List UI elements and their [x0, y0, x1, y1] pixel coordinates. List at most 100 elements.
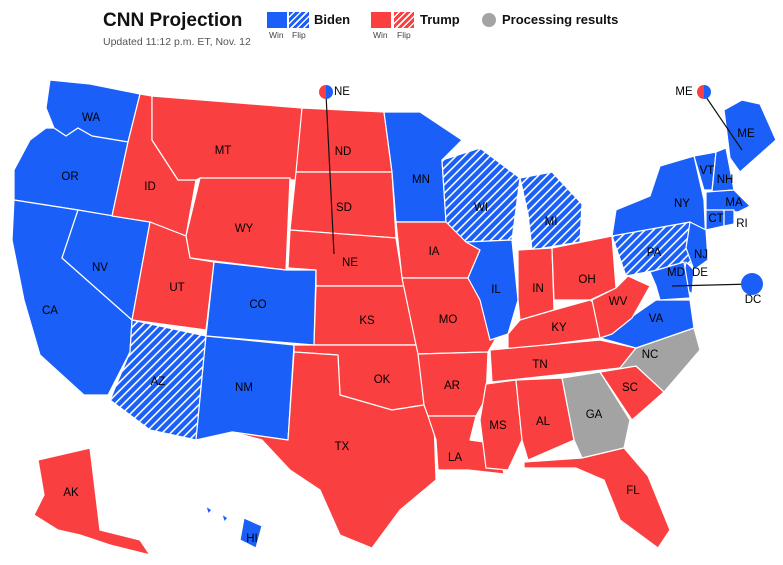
biden-label: Biden — [314, 12, 351, 27]
label-AZ: AZ — [151, 376, 166, 388]
label-HI: HI — [246, 533, 258, 545]
label-CO: CO — [249, 299, 266, 311]
label-WV: WV — [609, 296, 628, 308]
label-LA: LA — [448, 452, 462, 464]
label-TX: TX — [335, 441, 350, 453]
label-ME-split: ME — [675, 86, 693, 98]
label-NE-split: NE — [334, 86, 350, 98]
biden-flip-swatch — [289, 12, 309, 28]
label-MA: MA — [725, 197, 743, 209]
label-IN: IN — [532, 283, 544, 295]
label-MD: MD — [667, 267, 685, 279]
label-TN: TN — [532, 359, 547, 371]
state-RI[interactable] — [723, 209, 735, 227]
updated-timestamp: Updated 11:12 p.m. ET, Nov. 12 — [103, 36, 251, 48]
label-GA: GA — [586, 409, 603, 421]
label-MO: MO — [439, 314, 458, 326]
state-NY[interactable] — [611, 155, 707, 247]
label-IA: IA — [429, 246, 440, 258]
label-ME: ME — [737, 128, 755, 140]
label-OR: OR — [61, 171, 78, 183]
trump-label: Trump — [420, 12, 460, 27]
label-WA: WA — [82, 112, 100, 124]
label-DE: DE — [692, 267, 708, 279]
label-KY: KY — [551, 322, 567, 334]
label-NM: NM — [235, 382, 253, 394]
state-AL[interactable] — [515, 377, 575, 461]
biden-win-swatch — [267, 12, 287, 28]
trump-win-swatch — [371, 12, 391, 28]
state-FL[interactable] — [523, 447, 671, 549]
label-NJ: NJ — [694, 249, 708, 261]
state-MD[interactable] — [649, 261, 691, 301]
trump-win-label: Win — [373, 30, 388, 40]
label-PA: PA — [647, 247, 662, 259]
state-WV[interactable] — [591, 275, 651, 339]
map-title: CNN Projection — [103, 10, 243, 31]
label-NV: NV — [92, 262, 108, 274]
label-VA: VA — [649, 313, 664, 325]
label-AL: AL — [536, 416, 551, 428]
me-callout-line — [703, 93, 743, 151]
trump-flip-label: Flip — [397, 30, 411, 40]
dc-callout-line — [671, 283, 753, 287]
state-labels: WA OR CA NV ID MT WY UT CO AZ NM ND SD N… — [42, 86, 761, 545]
label-KS: KS — [359, 315, 375, 327]
state-ME[interactable] — [723, 99, 777, 173]
label-AR: AR — [444, 380, 460, 392]
state-OH[interactable] — [551, 235, 617, 301]
state-MT[interactable] — [151, 95, 303, 181]
lower-48-states — [11, 79, 777, 549]
label-MI: MI — [545, 216, 558, 228]
label-WY: WY — [235, 223, 254, 235]
state-MI[interactable] — [519, 171, 583, 251]
label-ID: ID — [144, 181, 156, 193]
label-OH: OH — [578, 274, 595, 286]
me-split-marker[interactable] — [697, 85, 711, 99]
biden-win-label: Win — [269, 30, 284, 40]
label-SC: SC — [622, 382, 638, 394]
processing-label: Processing results — [502, 12, 619, 27]
label-IL: IL — [491, 284, 501, 296]
label-ND: ND — [335, 146, 352, 158]
state-HI-small-2[interactable] — [205, 505, 213, 515]
label-FL: FL — [626, 485, 640, 497]
label-NH: NH — [717, 174, 734, 186]
label-AK: AK — [63, 487, 79, 499]
label-NE: NE — [342, 257, 358, 269]
state-IL[interactable] — [465, 239, 519, 341]
dc-marker[interactable] — [741, 273, 763, 295]
state-HI-small-1[interactable] — [221, 513, 229, 523]
state-NJ[interactable] — [685, 221, 709, 271]
processing-swatch — [482, 13, 496, 27]
state-MA[interactable] — [705, 189, 751, 213]
state-ND[interactable] — [295, 107, 393, 173]
split-markers — [319, 85, 763, 295]
callout-lines — [325, 93, 753, 287]
label-MT: MT — [215, 145, 232, 157]
label-MS: MS — [489, 420, 507, 432]
label-VT: VT — [700, 165, 715, 177]
ne-split-marker[interactable] — [319, 85, 333, 99]
label-DC: DC — [745, 294, 762, 306]
trump-flip-swatch — [394, 12, 414, 28]
label-MN: MN — [412, 174, 430, 186]
label-NY: NY — [674, 198, 690, 210]
state-WI[interactable] — [441, 147, 521, 243]
alaska-hawaii — [33, 447, 263, 556]
label-NC: NC — [642, 349, 659, 361]
ne-callout-line — [325, 93, 335, 255]
label-WI: WI — [474, 202, 488, 214]
biden-flip-label: Flip — [292, 30, 306, 40]
label-RI: RI — [736, 218, 748, 230]
label-OK: OK — [374, 374, 391, 386]
label-SD: SD — [336, 202, 352, 214]
label-CA: CA — [42, 305, 58, 317]
label-UT: UT — [169, 282, 184, 294]
state-WY[interactable] — [185, 177, 291, 271]
state-HI[interactable] — [239, 517, 263, 549]
state-TX[interactable] — [231, 351, 437, 549]
state-AK[interactable] — [33, 447, 151, 556]
label-CT: CT — [708, 213, 723, 225]
